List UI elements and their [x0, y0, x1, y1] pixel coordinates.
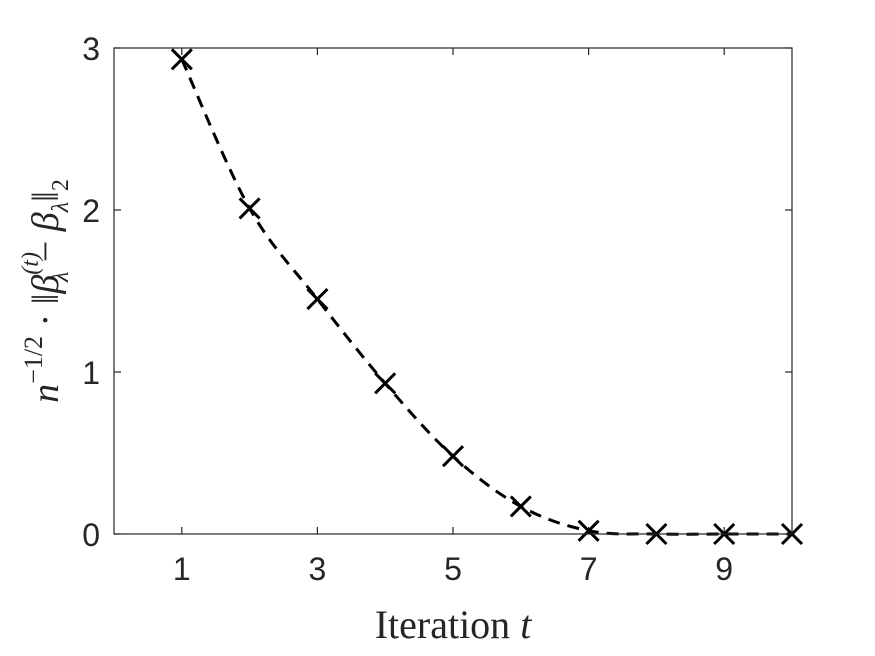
x-tick-label: 1 — [173, 551, 191, 587]
y-tick-label: 0 — [82, 517, 100, 553]
plot-frame — [113, 47, 793, 535]
svg-text:n−1/2 · ‖β(t)λ − βλ‖2: n−1/2 · ‖β(t)λ − βλ‖2 — [18, 179, 74, 403]
y-tick-label: 2 — [82, 193, 100, 229]
tick-labels: 1 3 5 7 9 0 1 2 3 — [82, 31, 733, 587]
data-point-marker — [374, 372, 397, 395]
y-tick-label: 3 — [82, 31, 100, 67]
data-point-marker — [238, 197, 261, 220]
y-axis-label: n−1/2 · ‖β(t)λ − βλ‖2 — [18, 179, 74, 403]
y-tick-label: 1 — [82, 355, 100, 391]
data-point-marker — [577, 519, 600, 542]
data-point-marker — [170, 48, 193, 71]
plot-background — [114, 48, 792, 534]
x-tick-label: 5 — [444, 551, 462, 587]
data-point-marker — [306, 288, 329, 311]
data-point-marker — [441, 445, 465, 468]
data-point-marker — [509, 495, 532, 518]
x-tick-label: 9 — [715, 551, 733, 587]
x-tick-label: 7 — [580, 551, 598, 587]
x-axis-label: Iteration t — [375, 602, 533, 647]
x-tick-label: 3 — [309, 551, 327, 587]
